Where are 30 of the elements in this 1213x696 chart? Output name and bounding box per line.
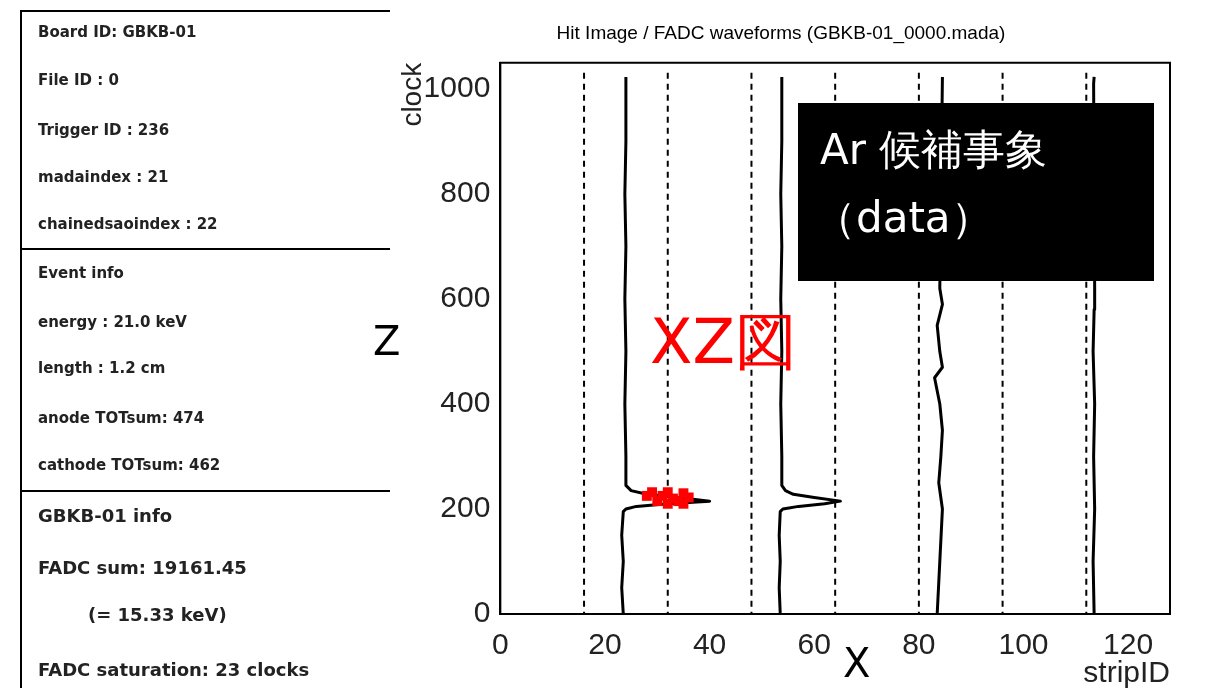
y-tick-label: 800 bbox=[440, 175, 491, 209]
text: GBKB-01 info bbox=[38, 505, 173, 526]
annotation: （data） bbox=[814, 192, 993, 244]
text: anode TOTsum: 474 bbox=[38, 409, 205, 427]
text: Event info bbox=[38, 264, 124, 282]
chart-title: Hit Image / FADC waveforms (GBKB-01_0000.mada) bbox=[556, 21, 1006, 44]
x-tick-label: 40 bbox=[692, 627, 727, 661]
text: File ID : 0 bbox=[38, 71, 119, 89]
y-tick-label: 0 bbox=[473, 595, 491, 629]
text: length : 1.2 cm bbox=[38, 359, 166, 377]
y-tick-label: 400 bbox=[440, 385, 491, 419]
y-tick-label: 200 bbox=[440, 490, 491, 524]
text: FADC sum: 19161.45 bbox=[38, 557, 247, 578]
text: madaindex : 21 bbox=[38, 168, 169, 186]
x-tick-label: 20 bbox=[588, 627, 622, 661]
text: Trigger ID : 236 bbox=[38, 121, 170, 139]
annotation: Ar 候補事象 bbox=[820, 124, 1048, 176]
text: Board ID: GBKB-01 bbox=[38, 23, 197, 41]
x-tick-label: 60 bbox=[797, 627, 831, 661]
text: FADC saturation: 23 clocks bbox=[38, 659, 310, 680]
y-tick-label: 600 bbox=[440, 280, 491, 314]
text: X bbox=[843, 640, 871, 686]
y-tick-label: 1000 bbox=[423, 70, 491, 104]
text: chainedsaoindex : 22 bbox=[38, 215, 218, 233]
text: energy : 21.0 keV bbox=[38, 313, 187, 331]
text: Z bbox=[373, 318, 401, 364]
x-tick-label: 100 bbox=[998, 627, 1049, 661]
text: (= 15.33 keV) bbox=[88, 604, 227, 625]
x-tick-label: 80 bbox=[902, 627, 936, 661]
text: cathode TOTsum: 462 bbox=[38, 456, 221, 474]
